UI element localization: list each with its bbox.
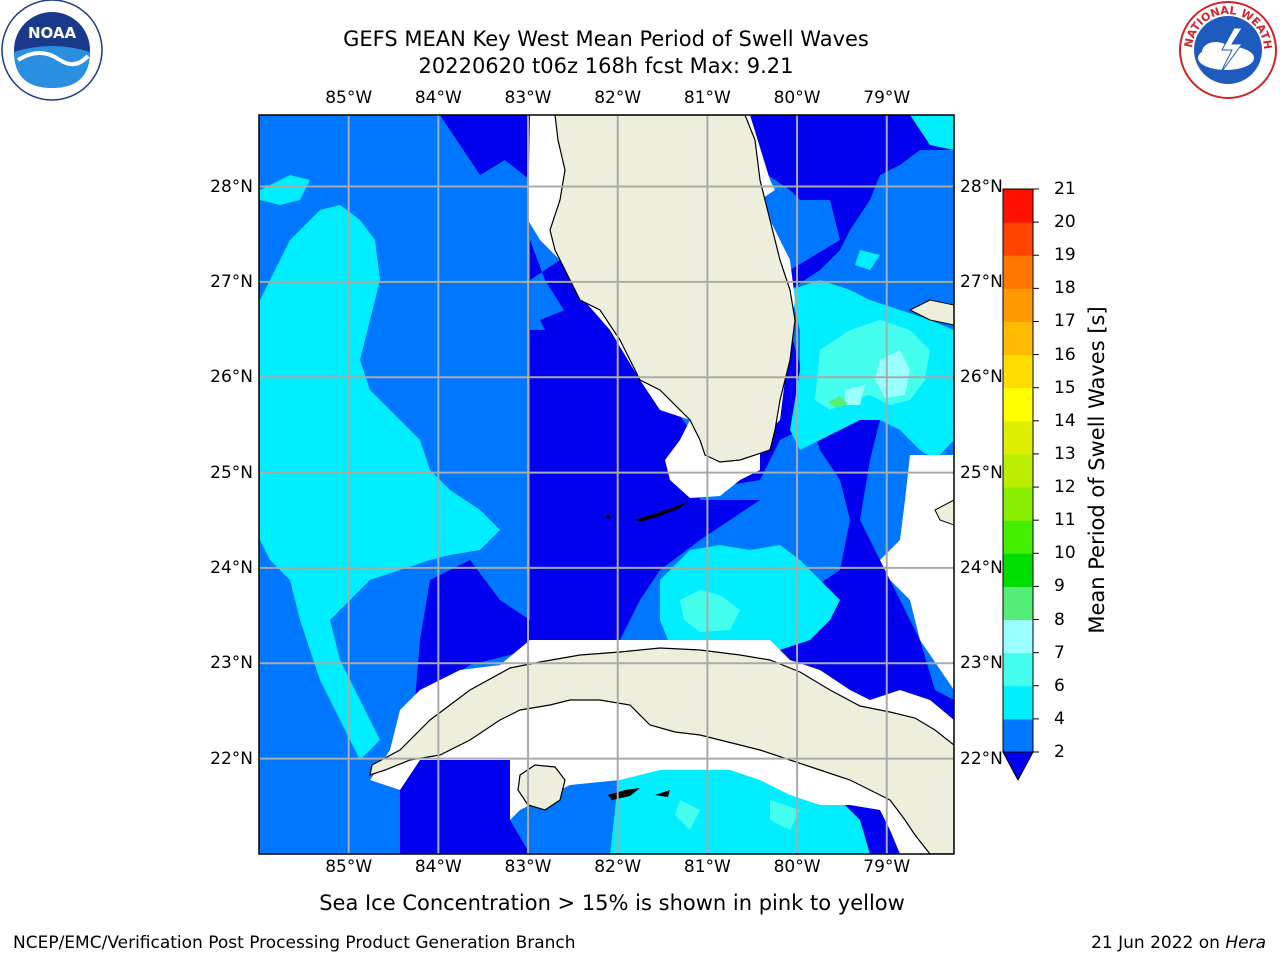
right-lat-tick-label: 28°N xyxy=(960,176,1003,197)
sea-ice-note-text: Sea Ice Concentration > 15% is shown in … xyxy=(319,891,905,915)
left-lat-tick-label: 25°N xyxy=(210,462,253,483)
bottom-lon-tick-label: 80°W xyxy=(773,857,821,877)
colorbar-swatch xyxy=(1003,553,1033,587)
right-lat-tick-label: 25°N xyxy=(960,462,1003,483)
colorbar-tick-label: 16 xyxy=(1054,344,1076,365)
bottom-lon-tick-label: 82°W xyxy=(594,857,642,877)
colorbar-swatch xyxy=(1003,321,1033,356)
chart-title: GEFS MEAN Key West Mean Period of Swell … xyxy=(343,27,869,51)
bottom-lon-tick-label: 83°W xyxy=(504,857,552,877)
left-lat-tick-label: 22°N xyxy=(210,748,253,769)
top-lon-tick-label: 79°W xyxy=(863,88,911,108)
colorbar-tick-label: 10 xyxy=(1054,543,1076,564)
colorbar-tick-label: 14 xyxy=(1054,410,1076,431)
colorbar-tick-label: 15 xyxy=(1054,377,1076,398)
footer-date-text: 21 Jun 2022 on xyxy=(1091,933,1226,953)
colorbar-swatch xyxy=(1003,354,1033,389)
map-frame xyxy=(258,114,955,855)
colorbar-tick-label: 8 xyxy=(1054,609,1065,630)
colorbar-swatch xyxy=(1003,288,1033,322)
chart-subtitle: 20220620 t06z 168h fcst Max: 9.21 xyxy=(418,54,794,78)
colorbar-label: Mean Period of Swell Waves [s] xyxy=(1085,306,1109,634)
left-lat-tick-label: 23°N xyxy=(210,653,253,674)
footer-date: 21 Jun 2022 on Hera xyxy=(1091,932,1266,954)
right-lat-tick-label: 27°N xyxy=(960,271,1003,292)
top-lon-tick-label: 80°W xyxy=(773,88,821,108)
colorbar-swatch xyxy=(1003,520,1033,554)
colorbar-swatch xyxy=(1003,619,1033,654)
colorbar-tick-label: 7 xyxy=(1054,642,1065,663)
top-lon-tick-label: 83°W xyxy=(504,88,552,108)
colorbar-swatch xyxy=(1003,189,1033,223)
left-lat-tick-label: 28°N xyxy=(210,176,253,197)
colorbar-tick-label: 6 xyxy=(1054,675,1065,696)
bottom-lon-tick-label: 84°W xyxy=(414,857,462,877)
top-lon-tick-label: 85°W xyxy=(325,88,373,108)
left-lat-tick-label: 24°N xyxy=(210,557,253,578)
footer-branch: NCEP/EMC/Verification Post Processing Pr… xyxy=(13,933,576,953)
left-lat-tick-label: 26°N xyxy=(210,367,253,388)
colorbar-tick-label: 13 xyxy=(1054,443,1076,464)
colorbar-swatch xyxy=(1003,586,1033,621)
colorbar-frame xyxy=(1002,188,1034,753)
top-lon-tick-label: 84°W xyxy=(414,88,462,108)
bottom-lon-tick-label: 85°W xyxy=(325,857,373,877)
top-lon-tick-label: 82°W xyxy=(594,88,642,108)
colorbar xyxy=(1002,188,1039,782)
noaa-logo-icon: NOAA xyxy=(1,0,103,101)
colorbar-swatch xyxy=(1003,685,1033,720)
colorbar-swatch xyxy=(1003,652,1033,687)
noaa-logo-text: NOAA xyxy=(28,24,77,42)
colorbar-tick-label: 19 xyxy=(1054,245,1076,266)
colorbar-tick-label: 17 xyxy=(1054,311,1076,332)
colorbar-swatch xyxy=(1003,255,1033,289)
swell-period-field xyxy=(259,115,954,854)
colorbar-swatch xyxy=(1003,420,1033,455)
colorbar-swatch xyxy=(1003,387,1033,422)
colorbar-tick-label: 21 xyxy=(1054,179,1076,199)
colorbar-swatch xyxy=(1003,222,1033,256)
colorbar-swatch xyxy=(1003,487,1033,521)
bottom-lon-tick-label: 79°W xyxy=(863,857,911,877)
nws-logo-icon: NATIONAL WEATHER SERVICE xyxy=(1176,0,1277,99)
colorbar-tick-label: 2 xyxy=(1054,742,1065,762)
colorbar-tick-label: 9 xyxy=(1054,576,1065,597)
colorbar-tick-label: 4 xyxy=(1054,708,1065,729)
bottom-lon-tick-label: 81°W xyxy=(683,857,731,877)
colorbar-tick-label: 20 xyxy=(1054,212,1076,233)
right-lat-tick-label: 24°N xyxy=(960,557,1003,578)
top-lon-tick-label: 81°W xyxy=(683,88,731,108)
colorbar-swatch xyxy=(1003,453,1033,488)
colorbar-swatch xyxy=(1003,718,1033,753)
footer-machine: Hera xyxy=(1225,933,1266,953)
right-lat-tick-label: 23°N xyxy=(960,653,1003,674)
sea-ice-note: Sea Ice Concentration > 15% is shown in … xyxy=(0,890,1280,916)
colorbar-tick-label: 11 xyxy=(1054,510,1076,531)
right-lat-tick-label: 26°N xyxy=(960,367,1003,388)
map-grid xyxy=(259,115,954,854)
left-lat-tick-label: 27°N xyxy=(210,271,253,292)
colorbar-tick-label: 12 xyxy=(1054,477,1076,498)
colorbar-tick-label: 18 xyxy=(1054,278,1076,299)
right-lat-tick-label: 22°N xyxy=(960,748,1003,769)
